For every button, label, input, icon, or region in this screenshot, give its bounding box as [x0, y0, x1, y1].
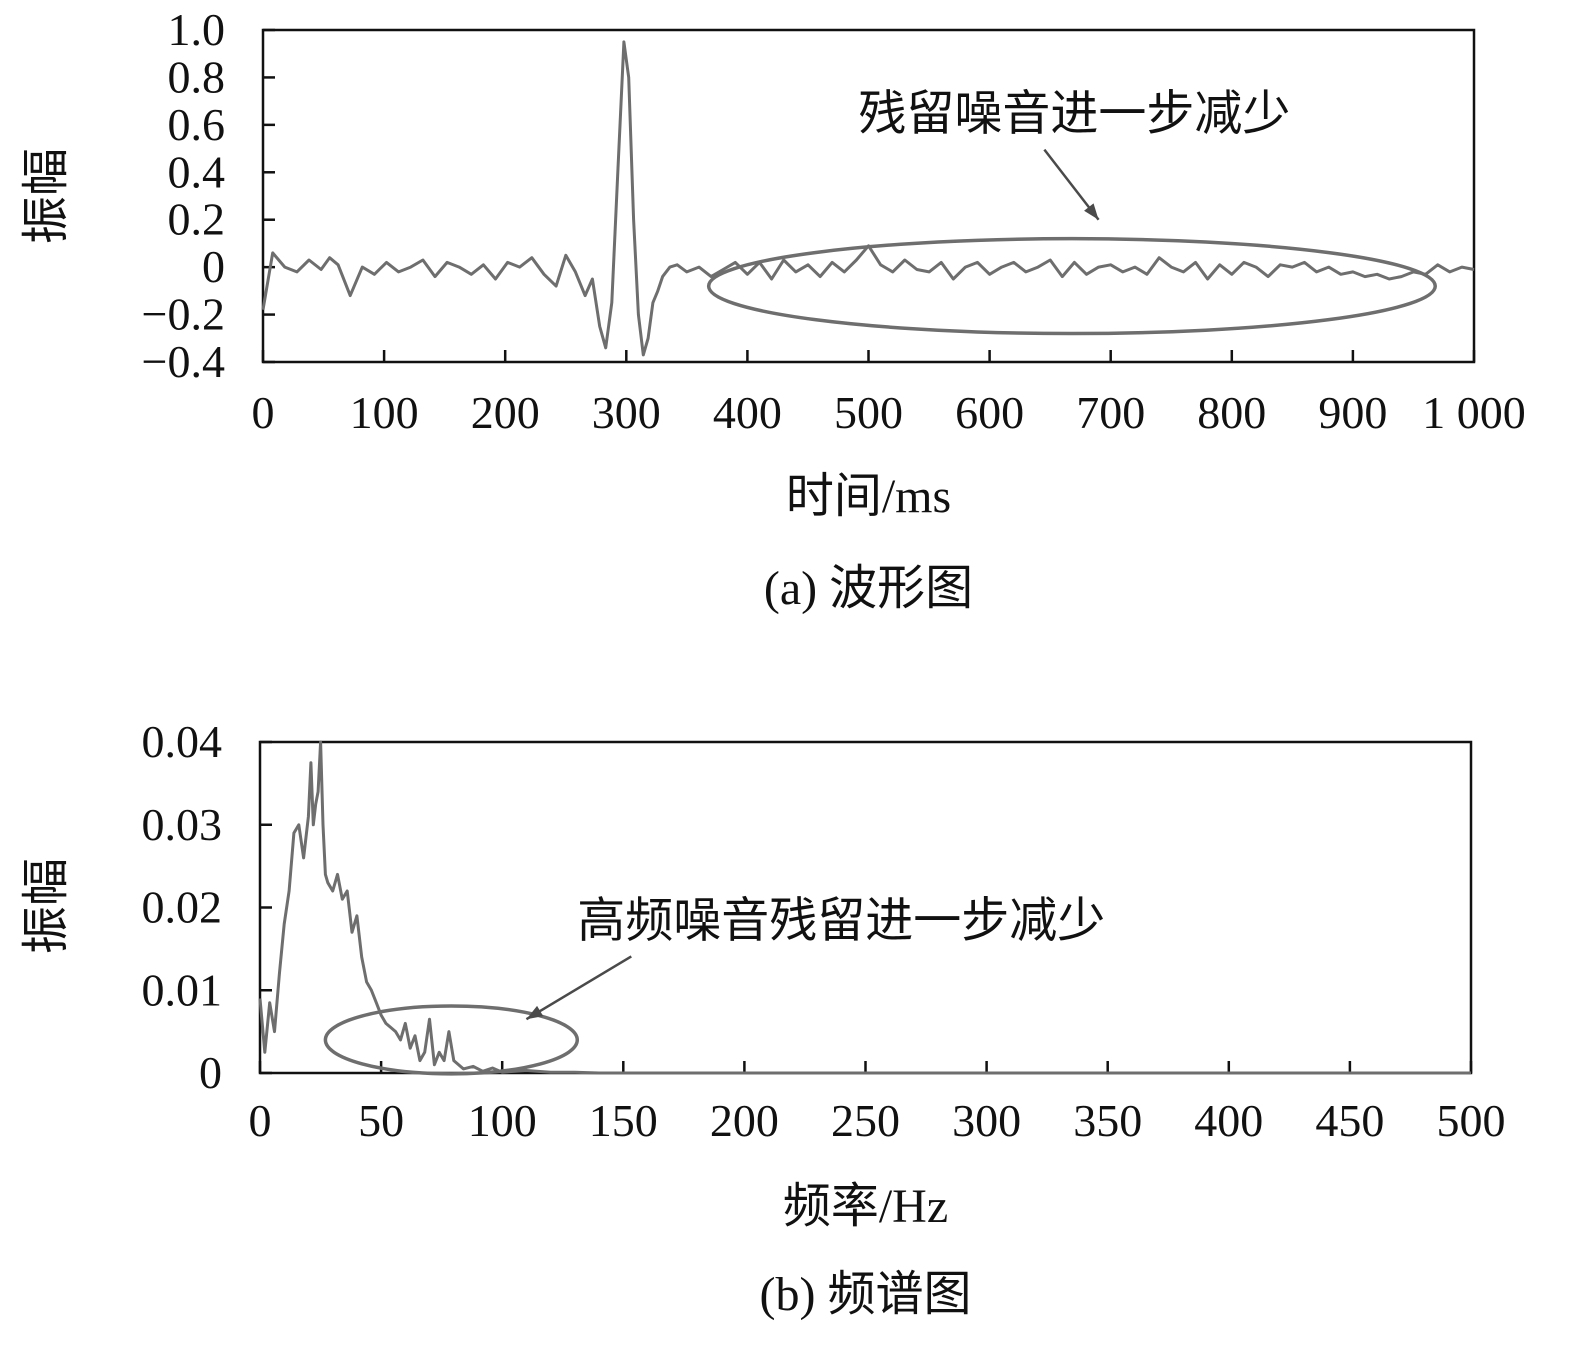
x-tick-label: 900: [1318, 387, 1387, 438]
chart-caption: (a) 波形图: [764, 562, 973, 615]
x-tick-label: 400: [1194, 1095, 1263, 1146]
x-axis-label: 频率/Hz: [783, 1180, 948, 1233]
x-tick-label: 300: [592, 387, 661, 438]
x-tick-label: 300: [952, 1095, 1021, 1146]
arrowhead: [526, 1005, 544, 1020]
y-tick-label: 0.6: [168, 99, 226, 150]
y-tick-label: 0.03: [142, 799, 223, 850]
x-tick-label: 100: [468, 1095, 537, 1146]
x-tick-label: 350: [1073, 1095, 1142, 1146]
y-tick-label: 0.4: [168, 146, 226, 197]
y-tick-label: 0: [199, 1047, 222, 1098]
annotation-text: 残留噪音进一步减少: [858, 88, 1290, 141]
x-tick-label: 250: [831, 1095, 900, 1146]
y-tick-label: 0.01: [142, 964, 223, 1015]
x-tick-label: 50: [358, 1095, 404, 1146]
arrowhead: [1084, 203, 1099, 220]
x-tick-label: 150: [589, 1095, 658, 1146]
x-tick-label: 500: [1437, 1095, 1506, 1146]
y-tick-label: −0.4: [142, 336, 225, 387]
x-tick-label: 450: [1315, 1095, 1384, 1146]
spectrum-chart: 0 50 100 150 200 250 300 350 400 450 500 0.04 0.03 0.…: [20, 716, 1506, 1321]
y-tick-label: 0.8: [168, 51, 226, 102]
x-tick-label: 400: [713, 387, 782, 438]
highlight-ellipse: [323, 1004, 580, 1076]
x-tick-label: 1 000: [1422, 387, 1526, 438]
plot-frame: [261, 28, 1476, 364]
x-tick-label: 0: [249, 1095, 272, 1146]
x-tick-label: 700: [1076, 387, 1145, 438]
y-axis-label: 振幅: [20, 148, 73, 244]
annotation-arrow: [525, 955, 632, 1021]
y-tick-label: 0: [202, 241, 225, 292]
x-tick-label: 100: [350, 387, 419, 438]
x-tick-label: 500: [834, 387, 903, 438]
y-tick-label: 0.04: [142, 716, 223, 767]
x-tick-label: 200: [710, 1095, 779, 1146]
x-tick-label: 800: [1197, 387, 1266, 438]
series-line: [261, 40, 1475, 357]
y-axis-label: 振幅: [20, 858, 73, 954]
highlight-ellipse: [706, 236, 1437, 336]
x-tick-label: 200: [471, 387, 540, 438]
chart-caption: (b) 频谱图: [760, 1268, 972, 1321]
annotation-text: 高频噪音残留进一步减少: [577, 894, 1105, 947]
y-tick-label: −0.2: [142, 289, 225, 340]
y-tick-label: 1.0: [168, 4, 226, 55]
y-tick-label: 0.2: [168, 194, 226, 245]
x-tick-label: 600: [955, 387, 1024, 438]
waveform-chart: 0 100 200 300 400 500 600 700 800 900 1 0001.00.80…: [20, 4, 1526, 615]
x-axis-label: 时间/ms: [786, 470, 951, 523]
x-tick-label: 0: [252, 387, 275, 438]
y-tick-label: 0.02: [142, 882, 223, 933]
series-line: [258, 740, 1471, 1075]
